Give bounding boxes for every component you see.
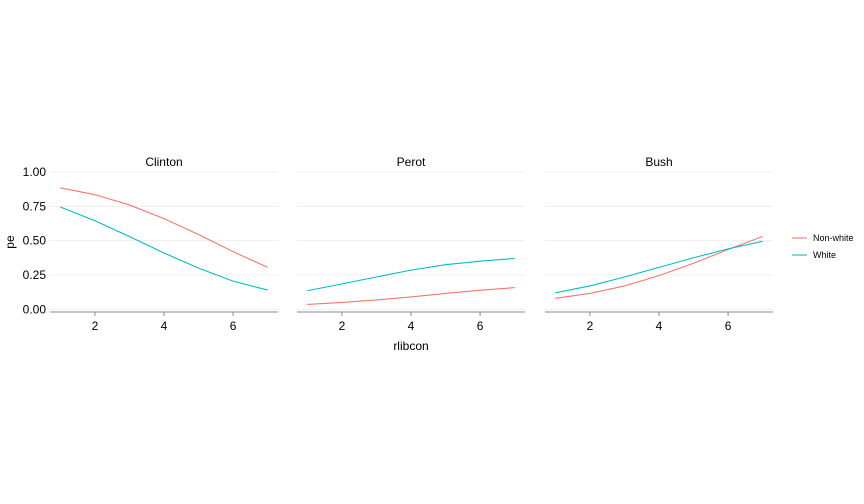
panel-title-perot: Perot bbox=[397, 155, 426, 169]
series-line-white bbox=[60, 206, 268, 291]
x-tick-label: 4 bbox=[656, 319, 663, 333]
y-tick-label: 0.25 bbox=[23, 268, 47, 282]
series-line-non-white bbox=[555, 235, 763, 299]
y-tick-label: 1.00 bbox=[23, 165, 47, 179]
x-axis-title: rlibcon bbox=[393, 339, 428, 353]
x-tick-label: 2 bbox=[339, 319, 346, 333]
x-tick-label: 4 bbox=[408, 319, 415, 333]
series-line-non-white bbox=[60, 187, 268, 268]
panel-title-clinton: Clinton bbox=[145, 155, 182, 169]
series-line-white bbox=[307, 257, 515, 292]
legend-label-white: White bbox=[813, 250, 836, 260]
x-tick-label: 6 bbox=[725, 319, 732, 333]
x-tick-label: 4 bbox=[161, 319, 168, 333]
y-tick-label: 0.75 bbox=[23, 199, 47, 213]
y-tick-label: 0.50 bbox=[23, 234, 47, 248]
x-tick-label: 2 bbox=[92, 319, 99, 333]
x-tick-label: 6 bbox=[477, 319, 484, 333]
series-line-white bbox=[555, 240, 763, 294]
y-tick-label: 0.00 bbox=[23, 302, 47, 316]
series-line-non-white bbox=[307, 287, 515, 305]
x-tick-label: 2 bbox=[587, 319, 594, 333]
y-axis-title: pe bbox=[3, 235, 17, 249]
x-tick-label: 6 bbox=[230, 319, 237, 333]
panel-title-bush: Bush bbox=[645, 155, 672, 169]
legend-label-non-white: Non-white bbox=[813, 233, 854, 243]
